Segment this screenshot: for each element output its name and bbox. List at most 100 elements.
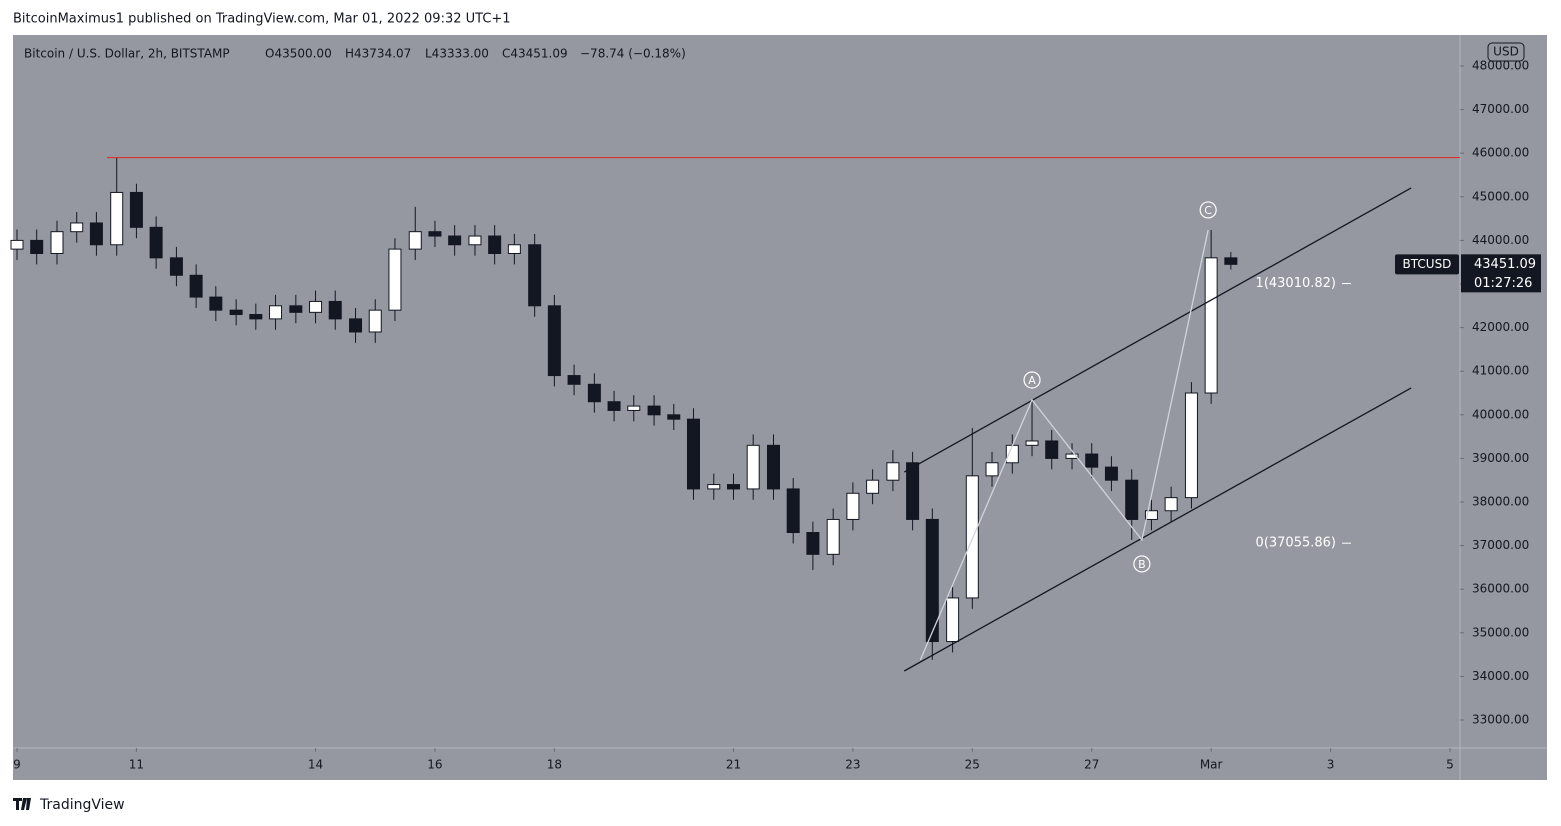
- wave-label-circle: [1133, 555, 1151, 573]
- y-tick-label: 39000.00: [1472, 451, 1529, 465]
- candle-body: [627, 405, 641, 411]
- countdown-label: 01:27:26: [1474, 276, 1532, 291]
- candle-body: [488, 235, 502, 254]
- candle-body: [169, 257, 183, 276]
- wave-label-circle: [1023, 371, 1041, 389]
- candle-body: [686, 418, 700, 490]
- candle-body: [368, 309, 382, 333]
- candle-body: [925, 518, 939, 643]
- y-tick-label: 41000.00: [1472, 364, 1529, 378]
- x-tick-label: 25: [965, 758, 980, 772]
- currency-label: USD: [1493, 45, 1519, 59]
- candle-body: [826, 518, 840, 555]
- legend-item: O43500.00: [265, 47, 332, 61]
- candle-body: [886, 462, 900, 481]
- candle-body: [349, 318, 363, 333]
- y-tick-label: 36000.00: [1472, 582, 1529, 596]
- fib-label: 1(43010.82): [1256, 276, 1336, 291]
- candle-body: [1224, 257, 1238, 265]
- wave-label: C: [1204, 204, 1212, 217]
- y-tick-label: 33000.00: [1472, 713, 1529, 727]
- y-tick-label: 44000.00: [1472, 233, 1529, 247]
- x-tick-label: 3: [1327, 758, 1335, 772]
- candle-body: [468, 235, 482, 246]
- candle-body: [866, 479, 880, 494]
- fib-label: 0(37055.86): [1256, 536, 1336, 551]
- y-tick-label: 35000.00: [1472, 625, 1529, 639]
- candle-body: [507, 244, 521, 254]
- candle-body: [1204, 257, 1218, 394]
- candle-body: [10, 239, 24, 250]
- channel-line: [903, 387, 1412, 672]
- legend: O43500.00 H43734.07 L43333.00 C43451.09 …: [265, 47, 686, 61]
- candle-body: [448, 235, 462, 246]
- candle-body: [667, 414, 681, 420]
- candle-body: [846, 492, 860, 520]
- y-tick-label: 37000.00: [1472, 538, 1529, 552]
- attribution: BitcoinMaximus1 published on TradingView…: [13, 12, 511, 27]
- candle-body: [1144, 510, 1158, 520]
- candle-body: [786, 488, 800, 534]
- candle-body: [110, 191, 124, 246]
- x-tick-label: 16: [427, 758, 442, 772]
- candle-body: [647, 405, 661, 416]
- wave-label: B: [1138, 558, 1146, 571]
- x-tick-label: 21: [726, 758, 741, 772]
- candle-body: [70, 222, 84, 233]
- candle-body: [1184, 392, 1198, 499]
- y-tick-label: 47000.00: [1472, 102, 1529, 116]
- candle-body: [806, 532, 820, 555]
- candle-body: [1125, 479, 1139, 520]
- candle-body: [189, 274, 203, 298]
- candle-body: [129, 191, 143, 228]
- candle-body: [1065, 453, 1079, 459]
- candle-body: [766, 444, 780, 490]
- candle-body: [149, 226, 163, 259]
- x-tick-label: 18: [547, 758, 562, 772]
- candle-body: [249, 314, 263, 320]
- candle-body: [965, 475, 979, 599]
- x-tick-label: 23: [845, 758, 860, 772]
- candle-body: [1045, 440, 1059, 459]
- candle-body: [707, 484, 721, 490]
- legend-item: −78.74 (−0.18%): [580, 47, 686, 61]
- legend-item: C43451.09: [502, 47, 568, 61]
- candle-body: [209, 296, 223, 311]
- y-tick-label: 38000.00: [1472, 495, 1529, 509]
- candle-body: [309, 300, 323, 313]
- chart-title: Bitcoin / U.S. Dollar, 2h, BITSTAMP: [24, 47, 230, 61]
- chart-background: [13, 35, 1547, 780]
- wave-path: [919, 229, 1209, 661]
- candle-body: [289, 305, 303, 313]
- candle-body: [547, 305, 561, 377]
- candle-body: [607, 401, 621, 411]
- y-tick-label: 42000.00: [1472, 320, 1529, 334]
- y-tick-label: 45000.00: [1472, 189, 1529, 203]
- y-tick-label: 40000.00: [1472, 407, 1529, 421]
- candle-body: [985, 462, 999, 477]
- candle-body: [30, 239, 44, 254]
- candle-body: [89, 222, 103, 246]
- footer-brand: TradingView: [39, 797, 125, 813]
- candle-body: [1085, 453, 1099, 468]
- candle-body: [1025, 440, 1039, 446]
- candle-body: [946, 597, 960, 643]
- legend-item: L43333.00: [425, 47, 489, 61]
- channel-line: [903, 187, 1412, 473]
- candle-body: [428, 231, 442, 237]
- candle-body: [269, 305, 283, 320]
- candle-body: [906, 462, 920, 520]
- price-label: 43451.09: [1474, 257, 1536, 272]
- x-tick-label: 5: [1446, 758, 1454, 772]
- candle-body: [746, 444, 760, 490]
- candle-body: [328, 300, 342, 320]
- x-tick-label: 14: [308, 758, 323, 772]
- y-tick-label: 34000.00: [1472, 669, 1529, 683]
- candle-body: [726, 484, 740, 490]
- x-tick-label: 11: [129, 758, 144, 772]
- symbol-badge: [1395, 254, 1459, 275]
- y-tick-label: 46000.00: [1472, 146, 1529, 160]
- candle-body: [528, 244, 542, 307]
- candle-body: [388, 248, 402, 311]
